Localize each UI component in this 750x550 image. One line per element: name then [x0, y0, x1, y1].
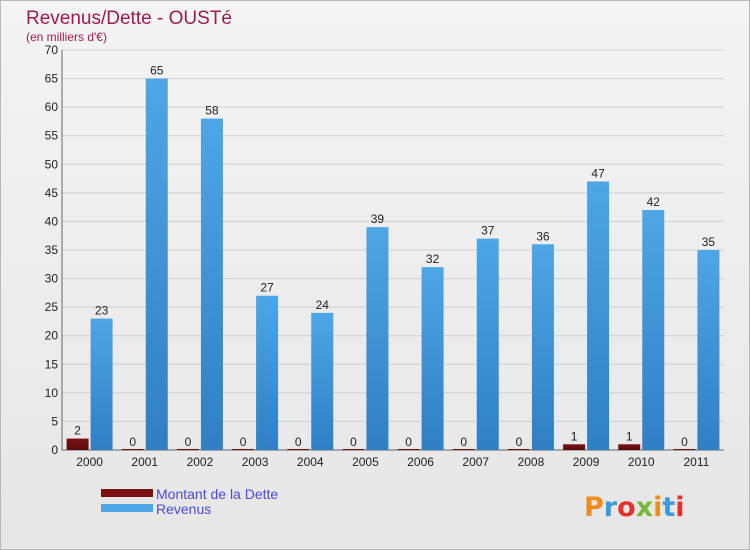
- bar-revenus: [200, 118, 223, 451]
- data-label: 32: [426, 252, 440, 266]
- y-tick-label: 45: [45, 186, 59, 200]
- data-label: 65: [150, 64, 164, 78]
- y-tick-label: 65: [45, 72, 59, 86]
- data-labels: 2 23 0 65 0 58 0 27 0 24 0 39 0 32 0 37 0 36 1 47 1 42 0 35: [74, 64, 715, 449]
- bar-revenus: [421, 267, 444, 450]
- y-tick-label: 10: [45, 386, 59, 400]
- bar-dette: [397, 449, 420, 450]
- bar-revenus: [90, 318, 113, 450]
- bar-revenus: [697, 250, 720, 450]
- bar-dette: [66, 438, 89, 450]
- bar-revenus: [256, 295, 279, 450]
- data-label: 58: [205, 104, 219, 118]
- y-tick-label: 15: [45, 357, 59, 371]
- chart-title: Revenus/Dette - OUSTé: [26, 8, 232, 29]
- legend-swatch-dette: [101, 489, 153, 497]
- bar-dette: [176, 449, 199, 450]
- bar-dette: [121, 449, 144, 450]
- data-label: 27: [260, 281, 274, 295]
- bar-revenus: [531, 244, 554, 450]
- data-label: 0: [405, 435, 412, 449]
- data-label: 24: [316, 298, 330, 312]
- data-label: 37: [481, 224, 495, 238]
- bar-dette: [287, 449, 310, 450]
- data-label: 36: [536, 229, 550, 243]
- data-label: 1: [571, 429, 578, 443]
- x-tick-label: 2011: [684, 455, 710, 469]
- y-tick-label: 55: [45, 129, 59, 143]
- data-label: 2: [74, 424, 81, 438]
- bar-dette: [232, 449, 255, 450]
- bar-revenus: [311, 312, 334, 450]
- x-tick-label: 2008: [518, 455, 545, 469]
- bar-revenus: [587, 181, 610, 450]
- y-tick-label: 25: [45, 300, 59, 314]
- bar-dette: [507, 449, 530, 450]
- bar-dette: [342, 449, 365, 450]
- y-tick-label: 5: [51, 414, 58, 428]
- x-tick-label: 2010: [628, 455, 655, 469]
- x-tick-label: 2000: [76, 455, 103, 469]
- data-label: 47: [591, 166, 605, 180]
- x-tick-label: 2003: [242, 455, 269, 469]
- data-label: 35: [702, 235, 716, 249]
- y-tick-label: 60: [45, 100, 59, 114]
- bar-revenus: [476, 238, 499, 450]
- data-label: 0: [185, 435, 192, 449]
- data-label: 0: [516, 435, 523, 449]
- y-tick-label: 35: [45, 243, 59, 257]
- legend-label-dette: Montant de la Dette: [156, 486, 278, 502]
- data-label: 0: [129, 435, 136, 449]
- y-tick-label: 50: [45, 157, 59, 171]
- data-label: 23: [95, 304, 109, 318]
- x-tick-label: 2006: [407, 455, 434, 469]
- bar-dette: [618, 444, 641, 450]
- x-tick-label: 2002: [187, 455, 214, 469]
- proxiti-logo: Proxiti: [584, 492, 685, 523]
- y-tick-label: 0: [51, 443, 58, 457]
- data-label: 0: [240, 435, 247, 449]
- data-label: 42: [647, 195, 661, 209]
- data-label: 0: [295, 435, 302, 449]
- x-tick-label: 2007: [462, 455, 489, 469]
- bar-revenus: [642, 210, 665, 450]
- chart-subtitle: (en milliers d'€): [26, 30, 107, 44]
- y-tick-label: 40: [45, 214, 59, 228]
- data-label: 39: [371, 212, 385, 226]
- bar-dette: [452, 449, 475, 450]
- x-tick-label: 2009: [573, 455, 600, 469]
- x-tick-label: 2005: [352, 455, 379, 469]
- y-tick-label: 70: [45, 43, 59, 57]
- bars: [66, 78, 720, 451]
- y-tick-label: 20: [45, 329, 59, 343]
- data-label: 0: [681, 435, 688, 449]
- bar-revenus: [366, 227, 389, 450]
- x-tick-label: 2001: [131, 455, 158, 469]
- x-tick-label: 2004: [297, 455, 324, 469]
- bar-dette: [673, 449, 696, 450]
- legend: Montant de la Dette Revenus: [101, 486, 278, 517]
- legend-label-revenus: Revenus: [156, 501, 211, 517]
- data-label: 0: [350, 435, 357, 449]
- data-label: 1: [626, 429, 633, 443]
- y-tick-label: 30: [45, 272, 59, 286]
- bar-dette: [563, 444, 586, 450]
- data-label: 0: [460, 435, 467, 449]
- bar-revenus: [145, 78, 168, 451]
- legend-swatch-revenus: [101, 504, 153, 512]
